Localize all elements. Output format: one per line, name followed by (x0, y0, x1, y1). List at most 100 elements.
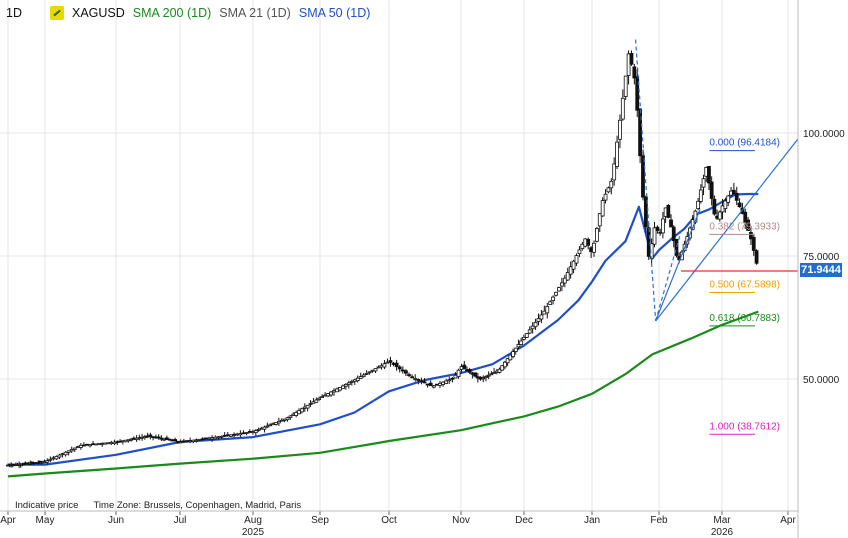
candle-body (473, 372, 478, 377)
candle-body (416, 379, 421, 381)
candle-body (431, 385, 436, 388)
candle-body (505, 358, 510, 364)
candle-body (655, 226, 660, 231)
candle-body (297, 410, 301, 415)
sma21-legend[interactable]: SMA 21 (1D) (219, 6, 291, 20)
candle-body (129, 438, 134, 441)
candle-body (554, 291, 558, 296)
candle-body (207, 437, 211, 440)
candle-body (513, 347, 518, 352)
candle-body (194, 439, 199, 442)
candle-body (109, 442, 114, 445)
candle-body (69, 449, 74, 452)
candle-body (173, 439, 178, 442)
trend-dashed-up (655, 231, 682, 322)
candle-body (723, 200, 728, 209)
sma-200-line (7, 310, 759, 478)
candle-body (364, 373, 369, 375)
candle-body (751, 236, 756, 251)
candle-body (238, 433, 243, 436)
candle-body (632, 66, 637, 79)
candle-body (447, 379, 452, 382)
x-tick-label: Jul (174, 515, 187, 526)
year-label: 2026 (711, 527, 734, 538)
candle-body (397, 366, 402, 370)
candle-body (85, 443, 89, 446)
candle-body (308, 403, 313, 405)
candle-body (643, 196, 648, 228)
candle-body (407, 374, 411, 376)
candle-body (148, 434, 153, 437)
candle-body (666, 204, 671, 218)
candle-body (562, 277, 567, 284)
candle-body (305, 404, 310, 409)
candle-body (75, 446, 80, 449)
candle-body (519, 340, 524, 345)
candle-body (536, 318, 541, 322)
candle-body (200, 438, 205, 441)
y-tick-label: 50.0000 (803, 375, 840, 386)
x-tick-label: Apr (780, 515, 796, 526)
candle-body (533, 322, 538, 328)
chart-header: 1D XAGUSD SMA 200 (1D) SMA 21 (1D) SMA 5… (6, 6, 370, 20)
candle-body (671, 226, 676, 242)
candle-body (701, 178, 706, 188)
candle-body (696, 200, 701, 209)
y-tick-label: 75.0000 (803, 252, 840, 263)
candle-body (268, 424, 273, 427)
symbol-label[interactable]: XAGUSD (71, 6, 125, 20)
candle-body (434, 383, 439, 386)
candle-body (503, 361, 507, 368)
candle-body (232, 433, 236, 436)
candle-body (521, 336, 526, 340)
candle-body (441, 381, 445, 385)
candle-body (707, 166, 711, 184)
candle-body (343, 384, 348, 387)
candle-body (497, 368, 502, 373)
candle-body (444, 380, 449, 384)
candle-body (548, 301, 553, 305)
candle-body (338, 387, 342, 391)
candle-body (326, 393, 330, 397)
candle-body (754, 250, 759, 264)
candle-body (181, 440, 186, 443)
candle-body (235, 433, 240, 436)
candle-body (709, 181, 714, 199)
candle-body (376, 366, 381, 369)
candle-body (349, 380, 354, 383)
candle-body (262, 426, 267, 430)
year-label: 2025 (242, 527, 265, 538)
indicative-price-label: Indicative price (15, 500, 79, 511)
timeframe-label[interactable]: 1D (6, 6, 22, 20)
candle-body (256, 428, 261, 431)
sma200-legend[interactable]: SMA 200 (1D) (132, 6, 212, 20)
candle-body (586, 239, 591, 246)
candle-body (373, 368, 378, 372)
x-tick-label: Jun (108, 515, 124, 526)
candle-body (516, 344, 521, 348)
sma50-legend[interactable]: SMA 50 (1D) (298, 6, 371, 20)
trendline-upper (655, 138, 799, 322)
candle-body (285, 417, 290, 421)
candle-body (329, 391, 333, 396)
candle-body (425, 383, 430, 386)
candle-body (577, 249, 582, 255)
candle-body (203, 437, 208, 440)
candle-body (210, 437, 215, 440)
candle-body (484, 376, 488, 379)
candle-body (731, 189, 736, 195)
candle-body (404, 370, 408, 374)
x-tick-label: Nov (452, 515, 470, 526)
candle-body (717, 211, 722, 220)
candle-body (358, 376, 363, 379)
candle-body (524, 333, 529, 338)
candle-body (48, 458, 53, 461)
candle-body (612, 163, 617, 181)
candle-body (462, 364, 467, 369)
x-tick-label: Sep (311, 515, 329, 526)
candle-body (265, 425, 270, 428)
candle-body (618, 119, 622, 140)
x-tick-label: Apr (0, 515, 16, 526)
